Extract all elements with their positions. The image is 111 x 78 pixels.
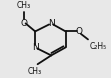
Text: O: O xyxy=(20,19,27,28)
Text: CH₃: CH₃ xyxy=(17,1,31,10)
Text: C₂H₅: C₂H₅ xyxy=(90,42,107,51)
Text: N: N xyxy=(48,19,55,28)
Text: N: N xyxy=(32,43,39,52)
Text: CH₃: CH₃ xyxy=(27,67,42,76)
Text: O: O xyxy=(76,27,83,36)
